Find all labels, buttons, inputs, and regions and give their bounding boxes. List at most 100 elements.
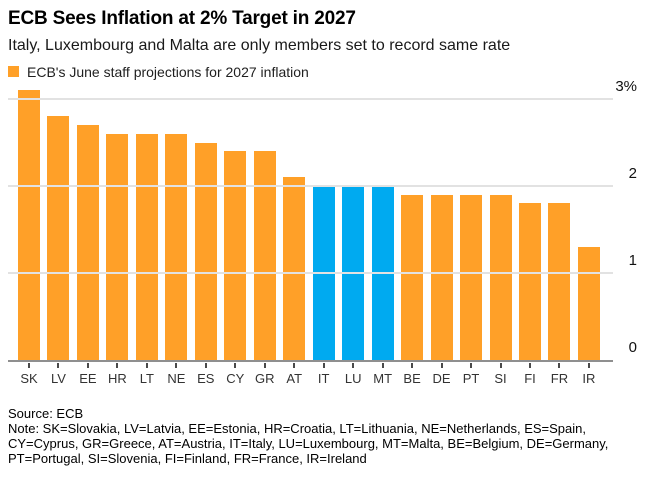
x-label-CY: CY [226,371,245,386]
x-label-SI: SI [494,371,507,386]
x-label-FI: FI [524,371,536,386]
chart-title: ECB Sees Inflation at 2% Target in 2027 [8,8,356,29]
x-tick-BE [411,363,414,368]
x-label-LU: LU [344,371,362,386]
bar-NE [165,133,188,360]
y-axis-label-3: 3% [615,78,637,95]
bar-GR [253,151,276,360]
x-cell-SI: SI [490,363,512,386]
bar-FR [548,203,571,360]
x-tick-SK [28,363,30,368]
gridline-2 [8,185,613,187]
x-cell-LT: LT [136,363,158,386]
bar-DE [430,194,453,360]
x-tick-NE [175,363,178,368]
x-label-FR: FR [550,371,569,386]
x-label-PT: PT [462,371,480,386]
x-cell-EE: EE [77,363,99,386]
x-label-SK: SK [20,371,38,386]
x-label-LT: LT [139,371,154,386]
bar-SK [18,90,40,360]
chart-footer: Source: ECB Note: SK=Slovakia, LV=Latvia… [0,406,650,466]
note-line-3: PT=Portugal, SI=Slovenia, FI=Finland, FR… [8,451,367,466]
source-line: Source: ECB [8,406,84,421]
x-cell-MT: MT [372,363,394,386]
x-cell-LV: LV [47,363,69,386]
x-cell-CY: CY [224,363,246,386]
x-cell-GR: GR [254,363,276,386]
x-label-LV: LV [51,371,66,386]
x-tick-MT [381,363,384,368]
x-label-BE: BE [403,371,421,386]
x-tick-HR [116,363,119,368]
gridline-3 [8,98,613,100]
y-axis-label-0: 0 [628,339,637,356]
legend-label: ECB's June staff projections for 2027 in… [27,63,309,80]
x-cell-DE: DE [431,363,453,386]
note-line-1: Note: SK=Slovakia, LV=Latvia, EE=Estonia… [8,421,586,436]
x-tick-GR [263,363,266,368]
x-tick-LU [352,363,355,368]
x-cell-FR: FR [548,363,570,386]
x-label-EE: EE [79,371,97,386]
chart-subtitle: Italy, Luxembourg and Malta are only mem… [8,37,511,54]
x-cell-HR: HR [106,363,128,386]
x-label-HR: HR [108,371,127,386]
bar-LV [47,116,70,360]
bar-BE [401,194,424,360]
x-label-DE: DE [432,371,451,386]
x-tick-EE [86,363,89,368]
x-tick-IT [322,363,325,368]
x-tick-LT [145,363,148,368]
x-tick-PT [470,363,473,368]
x-cell-ES: ES [195,363,217,386]
x-label-NE: NE [167,371,186,386]
x-label-IR: IR [582,371,596,386]
bar-chart: 0 1 2 3% [0,79,650,362]
bar-CY [224,151,247,360]
bar-ES [194,142,217,360]
gridline-1 [8,272,613,274]
y-axis-label-2: 2 [628,165,637,182]
x-label-AT: AT [286,371,303,386]
x-cell-IR: IR [578,363,600,386]
x-axis: SK LV EE HR LT NE ES CY GR AT IT LU MT BE DE PT SI FI FR IR [18,363,600,386]
y-axis-label-1: 1 [628,252,637,269]
x-tick-LV [57,363,60,368]
x-label-MT: MT [373,371,393,386]
x-tick-CY [234,363,237,368]
chart-header: ECB Sees Inflation at 2% Target in 2027 … [0,6,650,55]
x-cell-PT: PT [460,363,482,386]
bar-PT [460,194,483,360]
x-label-IT: IT [317,371,330,386]
x-cell-SK: SK [18,363,40,386]
x-tick-FI [528,363,531,368]
x-cell-FI: FI [519,363,541,386]
bar-IR [577,246,600,360]
x-cell-NE: NE [165,363,187,386]
x-label-ES: ES [197,371,215,386]
legend-swatch-icon [8,66,19,77]
x-label-GR: GR [255,371,275,386]
bar-LT [135,133,158,360]
x-cell-LU: LU [342,363,364,386]
bar-SI [489,194,512,360]
bar-EE [76,125,99,360]
chart-legend: ECB's June staff projections for 2027 in… [8,63,650,80]
bar-HR [106,133,129,360]
bars-container [18,86,600,360]
x-axis-baseline [8,360,613,362]
x-cell-BE: BE [401,363,423,386]
x-tick-ES [204,363,207,368]
x-tick-DE [440,363,443,368]
x-tick-AT [293,363,296,368]
bar-FI [518,203,541,360]
x-tick-FR [558,363,561,368]
x-cell-IT: IT [313,363,335,386]
note-line-2: CY=Cyprus, GR=Greece, AT=Austria, IT=Ita… [8,436,609,451]
bar-AT [283,177,306,360]
x-tick-IR [587,363,590,368]
x-tick-SI [499,363,502,368]
x-cell-AT: AT [283,363,305,386]
